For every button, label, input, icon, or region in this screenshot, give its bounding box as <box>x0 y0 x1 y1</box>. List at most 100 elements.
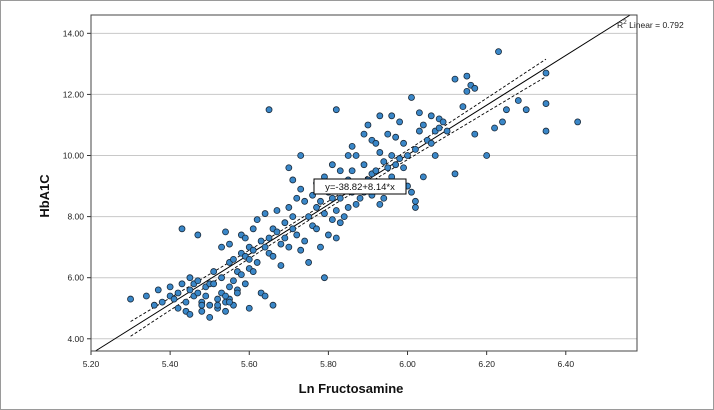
data-point-59 <box>253 216 261 224</box>
data-point-163 <box>419 121 427 129</box>
data-point-172 <box>439 118 447 126</box>
data-point-22 <box>198 307 206 315</box>
data-point-0 <box>127 295 134 303</box>
x-tick-label-1: 5.40 <box>162 359 179 369</box>
data-point-32 <box>218 243 225 251</box>
data-point-5 <box>166 283 174 291</box>
data-point-104 <box>324 231 332 239</box>
data-point-60 <box>253 259 261 266</box>
data-point-84 <box>293 194 301 202</box>
data-point-110 <box>332 207 340 214</box>
data-point-185 <box>499 118 506 126</box>
equation-box <box>313 178 407 195</box>
data-point-157 <box>408 188 415 196</box>
data-point-146 <box>388 152 396 159</box>
data-point-18 <box>194 231 202 239</box>
data-point-7 <box>170 295 178 303</box>
data-point-73 <box>273 228 281 236</box>
data-point-2 <box>150 301 158 309</box>
data-point-142 <box>380 194 388 202</box>
y-tick-label-0: 4.00 <box>67 334 84 344</box>
data-point-181 <box>471 130 479 138</box>
data-point-71 <box>269 301 277 309</box>
data-points <box>127 48 582 321</box>
data-point-119 <box>344 204 352 211</box>
data-point-20 <box>194 289 202 297</box>
data-point-33 <box>218 274 225 282</box>
data-point-196 <box>186 310 194 318</box>
data-point-91 <box>305 213 313 221</box>
data-point-67 <box>265 234 273 242</box>
data-point-86 <box>297 152 305 159</box>
data-point-66 <box>265 106 273 114</box>
y-axis-title: HbA1C <box>37 174 52 218</box>
data-point-150 <box>396 118 404 126</box>
data-point-29 <box>210 280 218 288</box>
data-point-35 <box>222 228 229 236</box>
data-point-127 <box>360 130 368 138</box>
data-point-4 <box>158 298 166 306</box>
data-point-158 <box>412 145 419 153</box>
data-point-14 <box>186 274 194 282</box>
data-point-99 <box>317 243 324 251</box>
data-point-65 <box>261 292 269 300</box>
x-tick-label-6: 6.40 <box>558 359 575 369</box>
data-point-63 <box>261 210 269 217</box>
data-point-58 <box>249 268 257 275</box>
data-point-194 <box>222 292 229 300</box>
data-point-107 <box>328 216 336 224</box>
data-point-199 <box>245 255 253 263</box>
data-point-169 <box>431 152 439 159</box>
data-point-182 <box>483 152 491 159</box>
y-tick-label-3: 10.00 <box>63 151 85 161</box>
x-tick-label-3: 5.80 <box>320 359 337 369</box>
regression-equation: y=-38.82+8.14*x <box>325 182 395 193</box>
data-point-98 <box>317 197 324 205</box>
data-point-153 <box>400 164 407 172</box>
data-point-174 <box>451 75 459 83</box>
data-point-3 <box>154 286 162 294</box>
data-point-12 <box>182 298 190 306</box>
data-point-190 <box>542 100 550 107</box>
data-point-177 <box>463 87 471 95</box>
data-point-175 <box>451 170 459 178</box>
data-point-148 <box>392 133 400 141</box>
data-point-145 <box>388 112 396 120</box>
data-point-117 <box>344 152 352 159</box>
data-point-193 <box>226 298 233 306</box>
data-point-49 <box>237 271 245 279</box>
data-point-81 <box>289 176 297 184</box>
data-point-77 <box>281 234 289 242</box>
data-point-97 <box>313 225 320 233</box>
data-point-105 <box>328 161 336 169</box>
data-point-56 <box>249 225 257 233</box>
data-point-79 <box>285 204 293 211</box>
data-point-187 <box>514 97 522 104</box>
y-tick-label-5: 14.00 <box>63 28 85 38</box>
data-point-137 <box>376 112 384 120</box>
data-point-82 <box>289 213 297 221</box>
y-tick-label-4: 12.00 <box>63 89 85 99</box>
data-point-57 <box>249 246 257 254</box>
data-point-72 <box>273 207 281 214</box>
data-point-76 <box>281 219 289 227</box>
data-point-171 <box>435 124 443 132</box>
data-point-126 <box>356 194 364 202</box>
data-point-108 <box>332 106 340 114</box>
data-point-85 <box>293 231 301 239</box>
data-point-28 <box>210 268 218 275</box>
data-point-10 <box>178 225 186 233</box>
x-tick-label-4: 6.00 <box>399 359 416 369</box>
data-point-112 <box>336 167 344 175</box>
data-point-111 <box>332 234 340 242</box>
data-point-87 <box>297 185 305 193</box>
data-point-1 <box>142 292 150 300</box>
data-point-184 <box>495 48 502 56</box>
data-point-113 <box>336 194 344 202</box>
data-point-183 <box>491 124 498 132</box>
x-tick-label-5: 6.20 <box>478 359 495 369</box>
data-point-26 <box>206 301 214 309</box>
data-point-166 <box>427 112 435 120</box>
data-point-192 <box>574 118 582 126</box>
data-point-144 <box>384 164 392 172</box>
